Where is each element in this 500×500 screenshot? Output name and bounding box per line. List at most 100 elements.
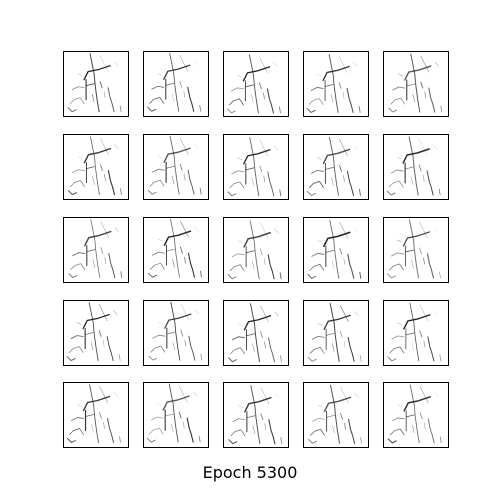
sample-stroke [89,384,99,443]
sample-stroke [419,330,423,338]
sample-stroke [82,395,111,412]
sample-stroke [246,415,256,419]
sample-stroke [170,301,181,361]
sample-stroke [309,180,324,188]
sample-image [387,219,441,279]
sample-stroke [194,309,200,315]
sample-stroke [325,250,335,253]
sample-stroke [263,92,265,100]
sample-stroke [157,156,163,159]
sample-stroke [199,104,202,112]
sample-image [307,136,361,196]
sample-stroke [99,55,109,72]
sample-stroke [183,91,186,98]
sample-stroke [187,169,195,195]
sample-stroke [338,82,342,89]
sample-stroke [180,246,183,254]
sample-stroke [419,412,423,420]
sample-stroke [338,56,348,73]
sample-stroke [119,105,122,113]
sample-stroke [99,81,103,89]
sample-image [388,53,443,113]
sample-stroke [311,169,324,174]
sample-stroke [309,264,325,271]
sample-stroke [331,342,335,352]
sample-image [307,219,362,279]
sample-image [308,384,362,444]
sample-stroke [169,135,180,195]
sample-image [147,52,202,112]
sample-tile [143,51,209,117]
sample-stroke [420,55,430,73]
sample-image [146,383,201,443]
sample-stroke [72,169,85,174]
sample-stroke [180,303,190,321]
sample-stroke [405,332,415,336]
sample-stroke [86,249,96,252]
sample-image [387,384,442,444]
epoch-caption: Epoch 5300 [202,463,298,482]
sample-stroke [179,54,189,72]
sample-image [147,135,202,195]
sample-stroke [85,414,94,417]
sample-stroke [91,424,94,433]
sample-stroke [402,148,430,164]
sample-stroke [77,404,82,407]
sample-stroke [107,170,116,196]
sample-stroke [68,346,84,354]
sample-stroke [331,260,335,269]
sample-stroke [227,274,237,280]
sample-stroke [428,87,436,113]
sample-stroke [340,386,349,404]
sample-stroke [405,249,414,253]
sample-stroke [200,353,203,361]
sample-stroke [84,230,112,247]
sample-stroke [198,435,201,443]
sample-tile [63,300,129,366]
sample-image [148,218,202,278]
sample-tile [303,300,369,366]
sample-stroke [360,436,362,444]
sample-stroke [100,221,110,238]
sample-grid [63,51,449,448]
sample-stroke [227,191,237,197]
sample-stroke [418,164,422,172]
sample-stroke [107,87,115,113]
sample-stroke [347,418,356,444]
sample-stroke [392,86,406,91]
sample-stroke [423,257,425,265]
sample-image [227,220,282,280]
sample-stroke [84,332,94,335]
sample-stroke [92,259,96,268]
sample-stroke [433,392,439,398]
sample-stroke [347,253,355,279]
sample-stroke [148,355,158,361]
sample-stroke [230,347,245,355]
sample-stroke [388,180,404,188]
sample-stroke [180,329,184,337]
sample-tile [383,217,449,283]
sample-stroke [171,93,174,102]
sample-stroke [67,190,77,196]
sample-stroke [423,340,426,348]
sample-stroke [251,177,255,187]
sample-stroke [433,310,439,316]
sample-stroke [420,81,424,89]
sample-tile [383,300,449,366]
sample-stroke [438,188,441,196]
sample-stroke [237,74,242,78]
sample-stroke [70,335,84,340]
sample-stroke [249,220,260,280]
sample-stroke [424,91,427,99]
sample-stroke [229,264,245,272]
sample-stroke [322,148,351,165]
sample-stroke [69,97,85,105]
sample-stroke [78,239,83,242]
sample-tile [63,217,129,283]
sample-stroke [390,97,406,105]
sample-stroke [330,384,341,444]
sample-stroke [267,171,275,197]
sample-stroke [439,436,442,444]
sample-stroke [310,428,325,436]
sample-stroke [165,165,175,169]
